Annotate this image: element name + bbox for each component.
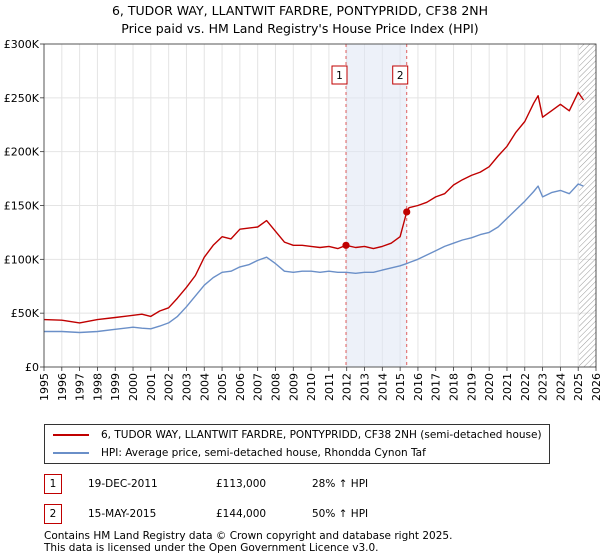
y-tick-label: £100K (4, 253, 40, 266)
x-tick-label: 2013 (359, 373, 372, 401)
x-tick-label: 2019 (465, 373, 478, 401)
x-tick-label: 1997 (74, 373, 87, 401)
marker-box-2 (392, 65, 409, 85)
x-tick-label: 2005 (216, 373, 229, 401)
transaction-date: 15-MAY-2015 (88, 508, 157, 520)
x-tick-label: 2006 (234, 373, 247, 401)
x-tick-label: 2008 (269, 373, 282, 401)
x-tick-label: 2021 (501, 373, 514, 401)
x-tick-label: 2007 (252, 373, 265, 401)
legend-swatch-hpi (53, 452, 89, 454)
x-tick-label: 1999 (109, 373, 122, 401)
footer: Contains HM Land Registry data © Crown c… (44, 530, 452, 554)
x-tick-label: 2026 (590, 373, 600, 401)
x-tick-label: 2002 (163, 373, 176, 401)
y-tick-label: £250K (4, 92, 40, 105)
chart-title-block: 6, TUDOR WAY, LLANTWIT FARDRE, PONTYPRID… (0, 2, 600, 38)
series-line-hpi (44, 183, 584, 334)
x-tick-label: 2011 (323, 373, 336, 401)
x-tick-label: 2004 (198, 373, 211, 401)
x-tick-label: 2017 (430, 373, 443, 401)
x-tick-label: 2018 (448, 373, 461, 401)
legend-item-hpi: HPI: Average price, semi-detached house,… (53, 445, 426, 461)
x-tick-label: 2025 (572, 373, 585, 401)
price-chart: 1 2 £0 £50K £100K £150K £200K £250K £300K 1995 19… (4, 38, 600, 401)
transaction-price: £144,000 (216, 508, 267, 520)
x-tick-label: 2016 (412, 373, 425, 401)
y-tick-label: £300K (4, 38, 40, 51)
footer-copyright: Contains HM Land Registry data © Crown c… (44, 530, 453, 542)
x-tick-label: 2001 (145, 373, 158, 401)
y-tick-label: £50K (11, 307, 40, 320)
y-tick-label: £200K (4, 146, 40, 159)
y-tick-label: £0 (25, 361, 39, 374)
x-tick-label: 2020 (483, 373, 496, 401)
x-tick-label: 2003 (180, 373, 193, 401)
x-tick-label: 2009 (287, 373, 300, 401)
x-tick-label: 2023 (537, 373, 550, 401)
legend-swatch-property (53, 434, 89, 436)
x-tick-label: 2024 (554, 373, 567, 401)
shaded-range (345, 44, 407, 367)
x-tick-label: 1995 (38, 373, 51, 401)
transaction-hpi-change: 28% ↑ HPI (312, 478, 369, 490)
marker-box-1 (331, 65, 348, 85)
chart-legend: 6, TUDOR WAY, LLANTWIT FARDRE, PONTYPRID… (44, 424, 550, 464)
x-tick-label: 2012 (341, 373, 354, 401)
hatched-projection (579, 44, 596, 367)
x-tick-label: 2010 (305, 373, 318, 401)
transaction-number: 1 (44, 474, 62, 494)
transaction-hpi-change: 50% ↑ HPI (312, 508, 369, 520)
x-tick-label: 2015 (394, 373, 407, 401)
y-tick-label: £150K (4, 200, 40, 213)
x-tick-label: 2000 (127, 373, 140, 401)
chart-subtitle: Price paid vs. HM Land Registry's House … (121, 21, 479, 36)
x-tick-label: 2022 (519, 373, 532, 401)
legend-label-hpi: HPI: Average price, semi-detached house,… (101, 447, 426, 459)
x-tick-label: 2014 (376, 373, 389, 401)
transaction-date: 19-DEC-2011 (88, 478, 158, 490)
sale-point-1 (342, 241, 350, 249)
sale-point-2 (403, 208, 411, 216)
marker-label-1: 1 (336, 70, 343, 82)
legend-item-property: 6, TUDOR WAY, LLANTWIT FARDRE, PONTYPRID… (53, 427, 542, 443)
legend-label-property: 6, TUDOR WAY, LLANTWIT FARDRE, PONTYPRID… (101, 429, 542, 441)
marker-label-2: 2 (397, 70, 404, 82)
x-tick-label: 1998 (91, 373, 104, 401)
x-tick-label: 1996 (56, 373, 69, 401)
footer-licence: This data is licensed under the Open Gov… (44, 542, 379, 554)
transaction-price: £113,000 (216, 478, 267, 490)
transaction-number: 2 (44, 504, 62, 524)
chart-title: 6, TUDOR WAY, LLANTWIT FARDRE, PONTYPRID… (111, 3, 489, 18)
